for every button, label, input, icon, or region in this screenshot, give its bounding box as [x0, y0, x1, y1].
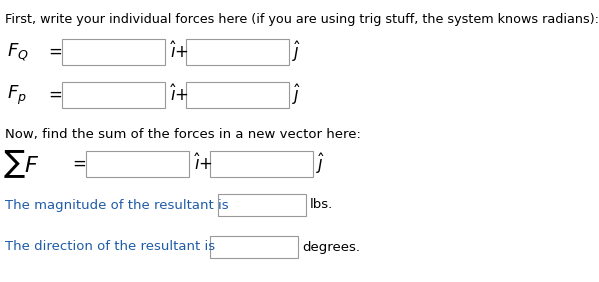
Text: =: =: [48, 43, 62, 61]
Text: The direction of the resultant is: The direction of the resultant is: [5, 241, 215, 254]
Text: =: =: [48, 86, 62, 104]
Text: The magnitude of the resultant is: The magnitude of the resultant is: [5, 199, 229, 212]
Text: $\hat{\jmath}$: $\hat{\jmath}$: [292, 83, 301, 107]
Text: $\mathit{F}_Q$: $\mathit{F}_Q$: [7, 41, 29, 63]
FancyBboxPatch shape: [210, 236, 298, 258]
FancyBboxPatch shape: [210, 151, 313, 177]
Text: $\hat{\jmath}$: $\hat{\jmath}$: [292, 40, 301, 64]
Text: =: =: [72, 155, 86, 173]
FancyBboxPatch shape: [218, 194, 306, 216]
FancyBboxPatch shape: [186, 82, 289, 108]
Text: Now, find the sum of the forces in a new vector here:: Now, find the sum of the forces in a new…: [5, 128, 361, 141]
Text: First, write your individual forces here (if you are using trig stuff, the syste: First, write your individual forces here…: [5, 13, 599, 26]
FancyBboxPatch shape: [62, 82, 165, 108]
Text: $\hat{\imath}$+: $\hat{\imath}$+: [194, 154, 213, 174]
Text: $\sum\mathit{F}$: $\sum\mathit{F}$: [3, 148, 40, 180]
Text: $\hat{\imath}$+: $\hat{\imath}$+: [170, 85, 189, 105]
FancyBboxPatch shape: [62, 39, 165, 65]
Text: $\mathit{F}_p$: $\mathit{F}_p$: [7, 83, 27, 107]
FancyBboxPatch shape: [86, 151, 189, 177]
FancyBboxPatch shape: [186, 39, 289, 65]
Text: lbs.: lbs.: [310, 199, 333, 212]
Text: degrees.: degrees.: [302, 241, 360, 254]
Text: $\hat{\imath}$+: $\hat{\imath}$+: [170, 42, 189, 62]
Text: $\hat{\jmath}$: $\hat{\jmath}$: [316, 152, 325, 176]
